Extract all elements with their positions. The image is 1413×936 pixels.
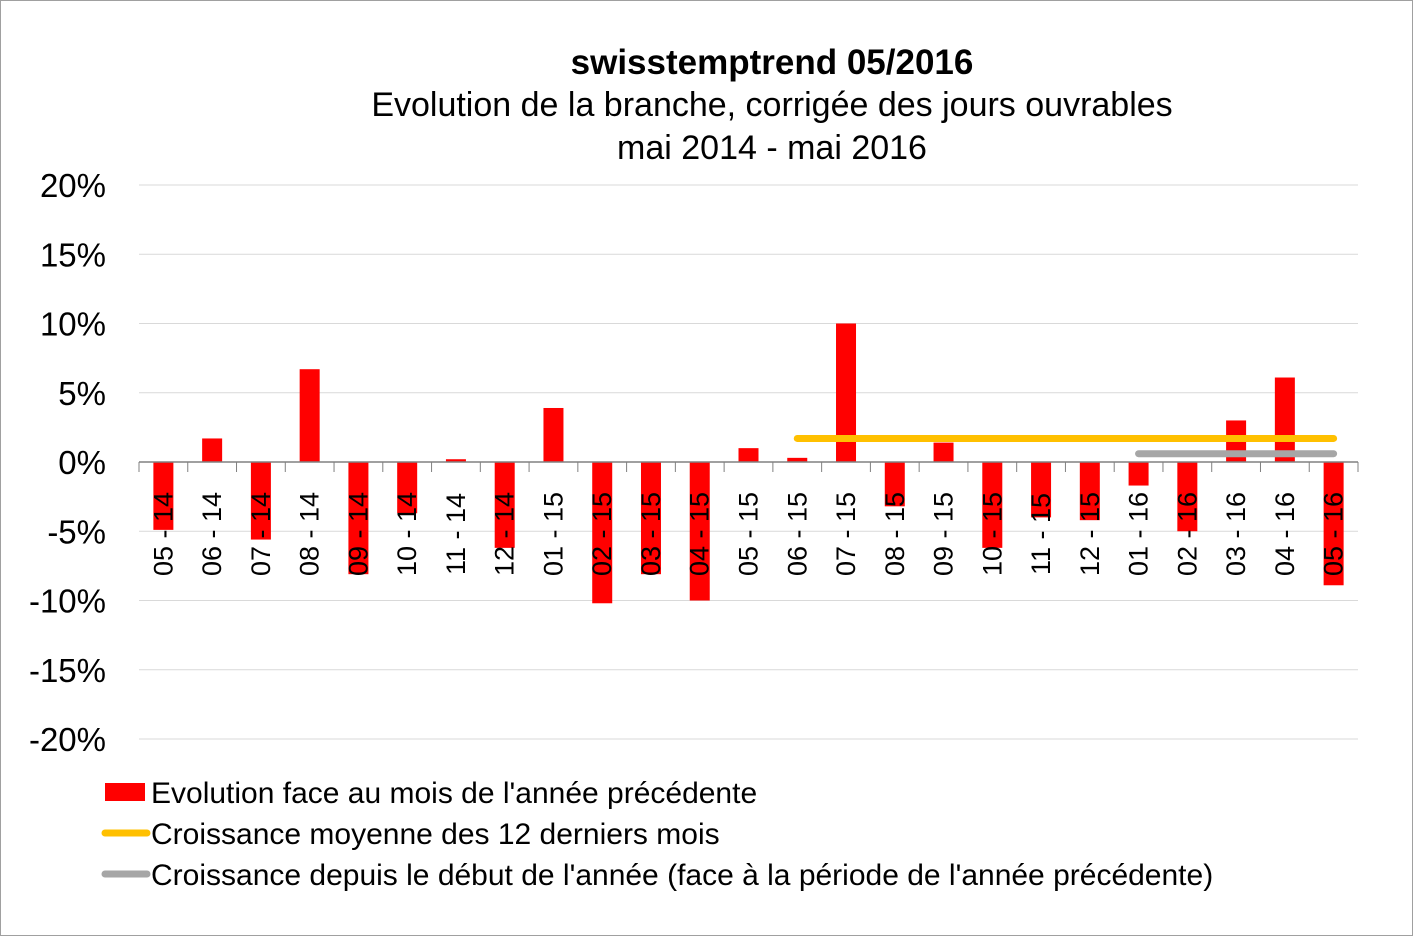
y-tick-label: -10% [29,583,106,620]
x-tick-label: 04 - 15 [685,492,715,576]
x-tick-label: 06 - 15 [782,492,812,576]
bar [1079,462,1100,521]
bar [738,448,759,462]
x-tick-label: 12 - 14 [490,492,520,576]
y-tick-label: -5% [47,513,106,550]
x-tick-label: 03 - 16 [1221,492,1251,576]
x-tick-label: 08 - 14 [295,492,325,576]
chart-subtitle: Evolution de la branche, corrigée des jo… [371,86,1172,124]
x-tick-label: 09 - 14 [343,492,373,576]
x-tick-label: 07 - 15 [831,492,861,576]
bar [153,462,174,530]
y-tick-label: -20% [29,721,106,758]
bar [982,462,1003,548]
y-tick-label: -15% [29,652,106,689]
x-tick-label: 02 - 16 [1172,492,1202,576]
bar [689,462,710,601]
chart-subtitle-period: mai 2014 - mai 2016 [617,129,927,167]
bar [640,462,661,575]
chart-title: swisstemptrend 05/2016 [571,43,974,82]
y-tick-label: 15% [40,236,106,273]
x-tick-label: 07 - 14 [246,492,276,576]
y-tick-label: 10% [40,306,106,343]
bar [202,438,223,462]
bar [445,459,466,462]
x-tick-label: 10 - 14 [392,492,422,576]
bar [836,323,857,462]
x-tick-label: 01 - 16 [1124,492,1154,576]
bar [1128,462,1149,486]
x-tick-label: 01 - 15 [538,492,568,576]
x-tick-label: 08 - 15 [880,492,910,576]
x-tick-label: 05 - 16 [1319,492,1349,576]
bar [348,462,369,575]
legend-label: Evolution face au mois de l'année précéd… [151,777,757,810]
bar [933,442,954,462]
x-tick-label: 06 - 14 [197,492,227,576]
legend-label: Croissance moyenne des 12 derniers mois [151,818,720,851]
x-tick-label: 05 - 14 [148,492,178,576]
x-tick-label: 05 - 15 [734,492,764,576]
legend-label: Croissance depuis le début de l'année (f… [151,859,1213,892]
legend-swatch [105,783,145,801]
bar [787,457,808,462]
x-tick-label: 04 - 16 [1270,492,1300,576]
x-tick-label: 10 - 15 [977,492,1007,576]
bar [1031,462,1052,518]
x-tick-label: 12 - 15 [1075,492,1105,576]
x-tick-label: 11 - 15 [1026,493,1056,575]
bar [884,462,905,507]
y-tick-label: 5% [58,375,106,412]
x-tick-label: 11 - 14 [441,493,471,575]
bar [494,462,515,548]
x-tick-label: 02 - 15 [587,492,617,576]
x-tick-label: 03 - 15 [636,492,666,576]
bar [397,462,418,514]
bar [1177,462,1198,532]
bar [592,462,613,604]
bar [1274,377,1295,462]
bar [250,462,271,540]
bar [1323,462,1344,586]
bar [543,407,564,462]
y-tick-label: 0% [58,444,106,481]
y-tick-label: 20% [40,167,106,204]
x-tick-label: 09 - 15 [929,492,959,576]
bar [299,369,320,462]
